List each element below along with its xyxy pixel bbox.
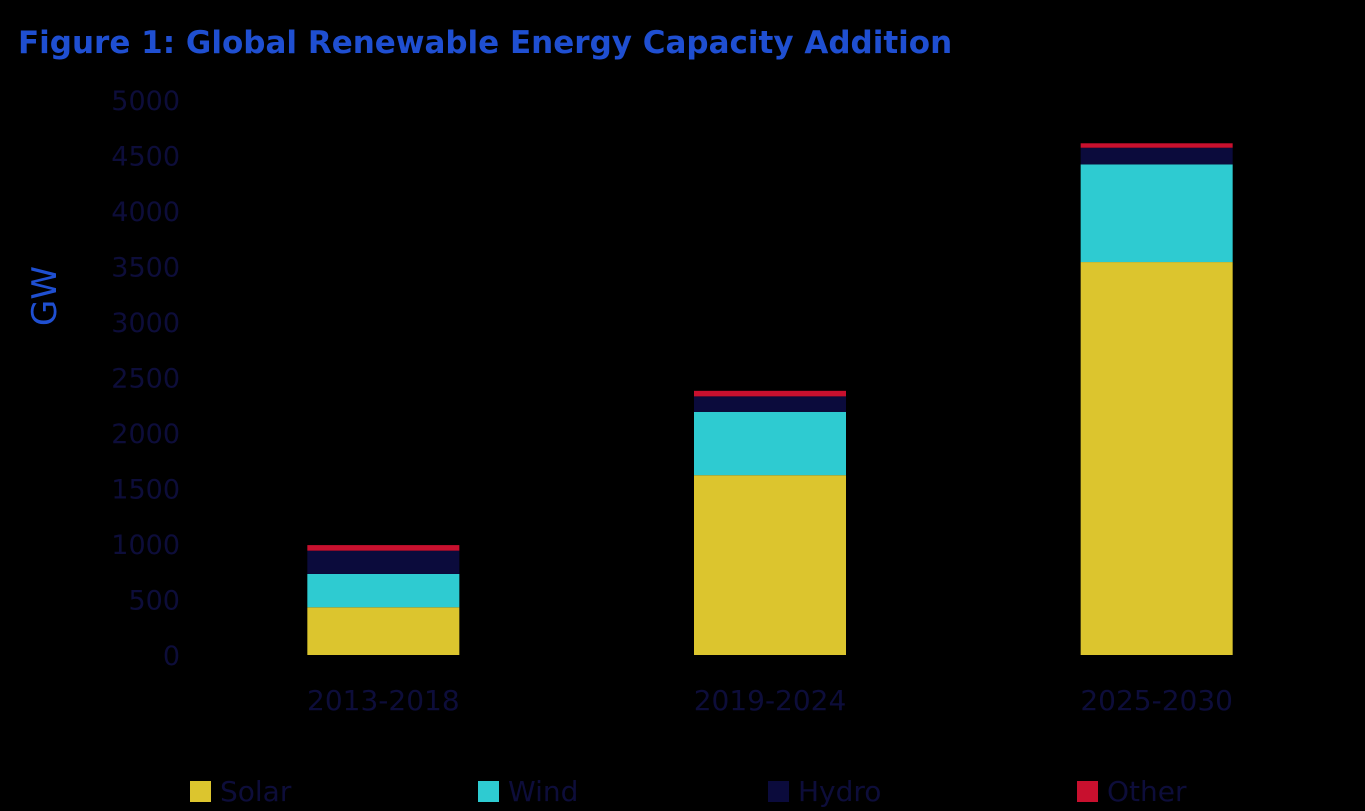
legend-swatch-hydro bbox=[768, 781, 789, 802]
legend-swatch-wind bbox=[478, 781, 499, 802]
x-tick-label: 2025-2030 bbox=[1080, 684, 1233, 717]
legend-label-solar: Solar bbox=[220, 775, 292, 808]
bars bbox=[307, 143, 1233, 655]
bar-segment-hydro bbox=[694, 396, 846, 412]
bar-segment-hydro bbox=[1080, 147, 1233, 165]
y-tick-label: 1000 bbox=[111, 530, 180, 561]
legend-label-other: Other bbox=[1107, 775, 1187, 808]
legend: Solar Wind Hydro Other bbox=[190, 775, 1187, 808]
bar-segment-hydro bbox=[307, 550, 460, 574]
bar-segment-wind bbox=[694, 411, 846, 476]
y-tick-label: 3000 bbox=[111, 308, 180, 339]
bar-segment-solar bbox=[694, 475, 846, 655]
legend-label-hydro: Hydro bbox=[798, 775, 881, 808]
y-tick-label: 5000 bbox=[111, 86, 180, 117]
y-tick-label: 4000 bbox=[111, 197, 180, 228]
x-tick-label: 2013-2018 bbox=[307, 684, 460, 717]
y-tick-label: 4500 bbox=[111, 142, 180, 173]
y-tick-label: 1500 bbox=[111, 475, 180, 506]
y-axis-label: GW bbox=[25, 266, 65, 326]
legend-swatch-other bbox=[1077, 781, 1098, 802]
bar-segment-solar bbox=[307, 607, 460, 655]
bar-segment-other bbox=[307, 545, 460, 551]
x-axis-ticks: 2013-2018 2019-2024 2025-2030 bbox=[307, 684, 1233, 717]
y-tick-label: 2500 bbox=[111, 364, 180, 395]
y-tick-label: 2000 bbox=[111, 419, 180, 450]
y-axis-ticks: 0 500 1000 1500 2000 2500 3000 3500 4000 4500 5000 bbox=[111, 86, 180, 672]
bar-segment-wind bbox=[1080, 164, 1233, 263]
y-tick-label: 0 bbox=[163, 641, 180, 672]
bar-segment-wind bbox=[307, 573, 460, 608]
chart-title: Figure 1: Global Renewable Energy Capaci… bbox=[18, 25, 952, 61]
y-tick-label: 3500 bbox=[111, 253, 180, 284]
legend-label-wind: Wind bbox=[508, 775, 578, 808]
x-tick-label: 2019-2024 bbox=[694, 684, 847, 717]
bar-segment-solar bbox=[1080, 262, 1233, 655]
y-tick-label: 500 bbox=[128, 586, 180, 617]
bar-segment-other bbox=[1080, 143, 1233, 148]
legend-swatch-solar bbox=[190, 781, 211, 802]
bar-segment-other bbox=[694, 390, 846, 397]
